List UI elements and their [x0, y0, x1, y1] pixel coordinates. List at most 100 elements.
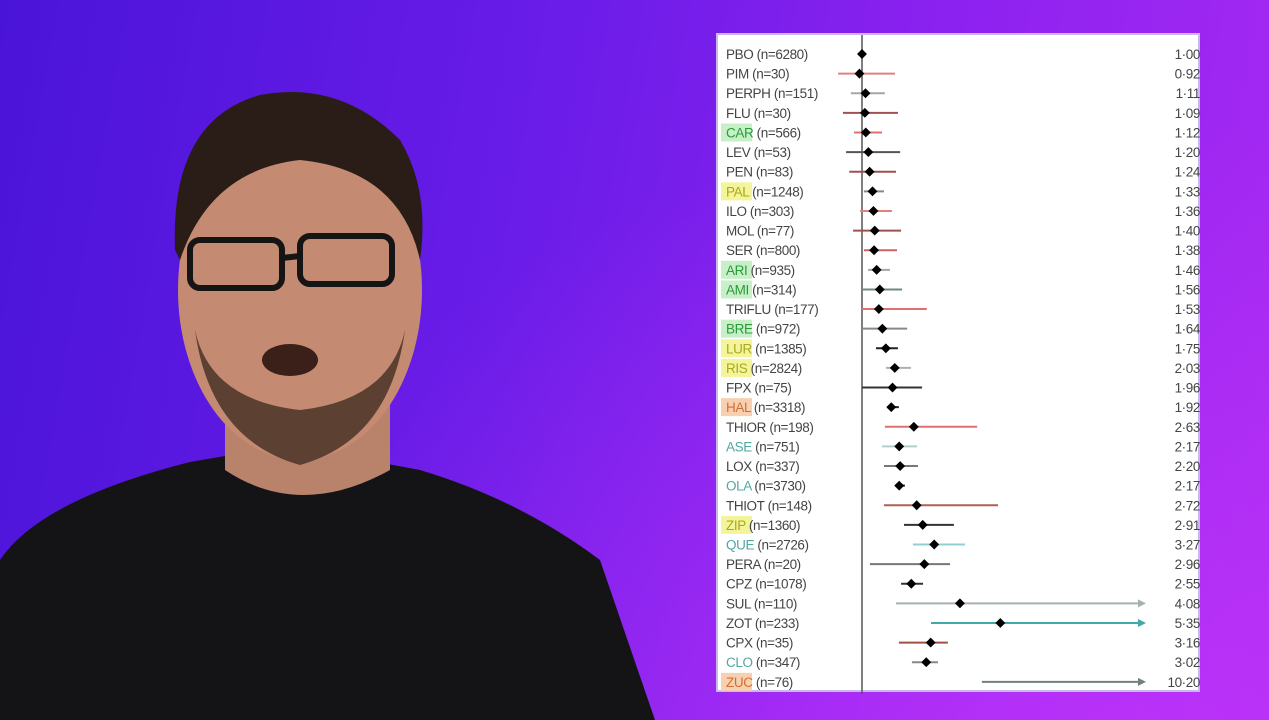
- row-value: 1·64: [1175, 322, 1201, 337]
- label-highlight: [721, 260, 752, 279]
- row-label: CAR (n=566): [726, 125, 801, 140]
- point-estimate: [995, 618, 1006, 628]
- row-value: 2·55: [1175, 577, 1200, 592]
- row-label: THIOT (n=148): [726, 498, 812, 513]
- row-value: 10·20: [1167, 675, 1200, 690]
- row-value: 1·53: [1175, 302, 1200, 317]
- row-value: 3·27: [1175, 538, 1200, 553]
- row-label: PIM (n=30): [726, 67, 789, 82]
- point-estimate: [854, 68, 865, 79]
- row-label: HAL (n=3318): [726, 400, 805, 415]
- glasses-icon: [187, 233, 395, 291]
- ci-arrow: [1138, 618, 1146, 627]
- label-highlight: [721, 398, 752, 417]
- row-label: PERPH (n=151): [726, 86, 818, 101]
- row-value: 1·36: [1175, 204, 1200, 219]
- point-estimate: [895, 461, 906, 471]
- row-label: CPX (n=35): [726, 636, 793, 651]
- row-label: ASE (n=751): [726, 439, 799, 454]
- row-value: 1·46: [1175, 263, 1200, 278]
- row-value: 1·11: [1176, 86, 1200, 101]
- point-estimate: [869, 245, 880, 256]
- point-estimate: [929, 539, 940, 550]
- point-estimate: [889, 362, 900, 373]
- label-highlight: [721, 672, 752, 691]
- row-label: PBO (n=6280): [726, 47, 808, 62]
- presenter-mouth: [262, 344, 318, 376]
- point-estimate: [869, 225, 880, 236]
- point-estimate: [911, 500, 922, 511]
- point-estimate: [880, 343, 891, 354]
- row-label: PEN (n=83): [726, 165, 793, 180]
- row-value: 1·00: [1175, 47, 1200, 62]
- point-estimate: [887, 382, 898, 393]
- row-label: LEV (n=53): [726, 145, 791, 160]
- row-label: ZUC (n=76): [726, 675, 793, 690]
- point-estimate: [894, 441, 905, 452]
- row-label: CLO (n=347): [726, 655, 800, 670]
- point-estimate: [874, 284, 885, 295]
- label-highlight: [721, 123, 752, 142]
- row-value: 2·17: [1175, 479, 1200, 494]
- row-value: 5·35: [1175, 616, 1200, 631]
- presenter-hair: [174, 92, 423, 260]
- point-estimate: [921, 657, 932, 668]
- row-value: 1·40: [1175, 224, 1200, 239]
- row-value: 1·38: [1175, 243, 1200, 258]
- row-value: 1·20: [1175, 145, 1200, 160]
- ci-arrow: [1138, 677, 1146, 686]
- point-estimate: [871, 264, 882, 275]
- presenter-face: [178, 120, 422, 460]
- point-estimate: [925, 637, 936, 648]
- row-label: THIOR (n=198): [726, 420, 813, 435]
- row-label: QUE (n=2726): [726, 538, 809, 553]
- point-estimate: [864, 166, 875, 177]
- ci-arrow: [1138, 599, 1146, 608]
- point-estimate: [877, 323, 888, 334]
- row-label: ARI (n=935): [726, 263, 795, 278]
- label-highlight: [721, 515, 752, 534]
- point-estimate: [908, 421, 919, 432]
- row-label: FLU (n=30): [726, 106, 791, 121]
- presenter-beard: [195, 330, 405, 465]
- row-value: 1·75: [1175, 341, 1200, 356]
- row-label: PAL (n=1248): [726, 184, 803, 199]
- row-label: ILO (n=303): [726, 204, 794, 219]
- row-value: 2·03: [1175, 361, 1200, 376]
- presenter-shirt: [0, 450, 655, 720]
- presenter-photo: [0, 92, 655, 720]
- row-value: 3·02: [1175, 655, 1200, 670]
- row-value: 1·09: [1175, 106, 1200, 121]
- row-value: 2·20: [1175, 459, 1200, 474]
- row-label: RIS (n=2824): [726, 361, 802, 376]
- row-value: 3·16: [1175, 636, 1200, 651]
- forest-plot-panel: PBO (n=6280) PIM (n=30) PERPH (n=151) FLU (…: [716, 33, 1201, 694]
- point-estimate: [894, 480, 905, 491]
- row-label: LOX (n=337): [726, 459, 799, 474]
- row-label: TRIFLU (n=177): [726, 302, 818, 317]
- row-label: MOL (n=77): [726, 224, 794, 239]
- label-highlight: [721, 280, 752, 299]
- row-label: FPX (n=75): [726, 381, 791, 396]
- row-value: 2·63: [1175, 420, 1200, 435]
- row-value: 2·91: [1175, 518, 1200, 533]
- forest-plot: PBO (n=6280) PIM (n=30) PERPH (n=151) FLU (…: [721, 35, 1201, 694]
- row-value: 1·96: [1175, 381, 1200, 396]
- row-label: ZOT (n=233): [726, 616, 799, 631]
- row-value: 1·56: [1175, 282, 1200, 297]
- row-label: CPZ (n=1078): [726, 577, 806, 592]
- point-estimate: [919, 559, 930, 570]
- point-estimate: [857, 49, 867, 59]
- row-label: OLA (n=3730): [726, 479, 806, 494]
- row-value: 4·08: [1175, 596, 1200, 611]
- point-estimate: [906, 578, 917, 589]
- point-estimate: [873, 304, 884, 315]
- point-estimate: [917, 519, 928, 530]
- label-highlight: [721, 339, 752, 358]
- row-value: 1·24: [1175, 165, 1201, 180]
- row-value: 2·96: [1175, 557, 1200, 572]
- row-label: SUL (n=110): [726, 596, 797, 611]
- row-value: 2·17: [1175, 439, 1200, 454]
- row-value: 2·72: [1175, 498, 1200, 513]
- row-label: PERA (n=20): [726, 557, 801, 572]
